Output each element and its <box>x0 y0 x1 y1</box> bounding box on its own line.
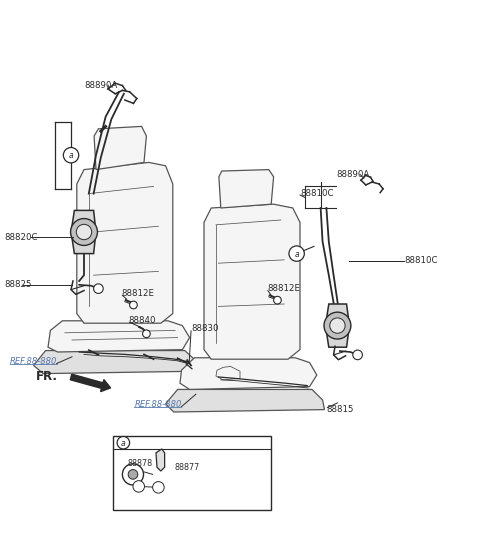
Polygon shape <box>216 366 240 380</box>
Polygon shape <box>48 321 190 352</box>
Circle shape <box>289 246 304 262</box>
Circle shape <box>330 318 345 333</box>
Text: REF.88-880: REF.88-880 <box>134 400 182 409</box>
Circle shape <box>153 482 164 493</box>
Circle shape <box>122 464 144 485</box>
Circle shape <box>353 350 362 360</box>
Polygon shape <box>71 211 96 254</box>
Polygon shape <box>180 358 317 389</box>
Text: 88890A: 88890A <box>84 81 117 90</box>
Polygon shape <box>219 170 274 208</box>
Polygon shape <box>204 204 300 359</box>
Circle shape <box>133 480 144 492</box>
Polygon shape <box>156 449 165 471</box>
Text: FR.: FR. <box>36 371 58 384</box>
Text: 88815: 88815 <box>326 405 354 414</box>
Circle shape <box>130 301 137 309</box>
Circle shape <box>324 312 351 339</box>
Polygon shape <box>94 127 146 170</box>
Text: 88825: 88825 <box>5 281 32 290</box>
FancyArrow shape <box>70 374 110 391</box>
Text: 88877: 88877 <box>174 463 200 472</box>
Bar <box>113 436 271 510</box>
Text: 88810C: 88810C <box>404 256 438 265</box>
Polygon shape <box>325 304 349 347</box>
Circle shape <box>63 147 79 163</box>
Text: 88878: 88878 <box>127 459 152 468</box>
Circle shape <box>274 296 281 304</box>
Circle shape <box>94 284 103 293</box>
Circle shape <box>117 436 130 449</box>
Text: 88890A: 88890A <box>336 170 369 179</box>
Text: a: a <box>69 151 73 160</box>
Text: 88812E: 88812E <box>267 284 300 293</box>
Text: a: a <box>121 438 126 447</box>
Text: 88812E: 88812E <box>121 289 154 298</box>
Circle shape <box>76 225 92 240</box>
Text: 88810C: 88810C <box>300 189 334 198</box>
Circle shape <box>128 470 138 479</box>
Text: 88820C: 88820C <box>5 234 38 242</box>
Polygon shape <box>34 351 199 374</box>
Text: 88830: 88830 <box>191 324 218 333</box>
Text: REF.88-880: REF.88-880 <box>10 357 57 366</box>
Text: a: a <box>294 250 299 259</box>
Circle shape <box>71 218 97 245</box>
Polygon shape <box>166 389 324 412</box>
Polygon shape <box>77 162 173 323</box>
Text: 88840: 88840 <box>129 316 156 325</box>
Circle shape <box>143 330 150 338</box>
